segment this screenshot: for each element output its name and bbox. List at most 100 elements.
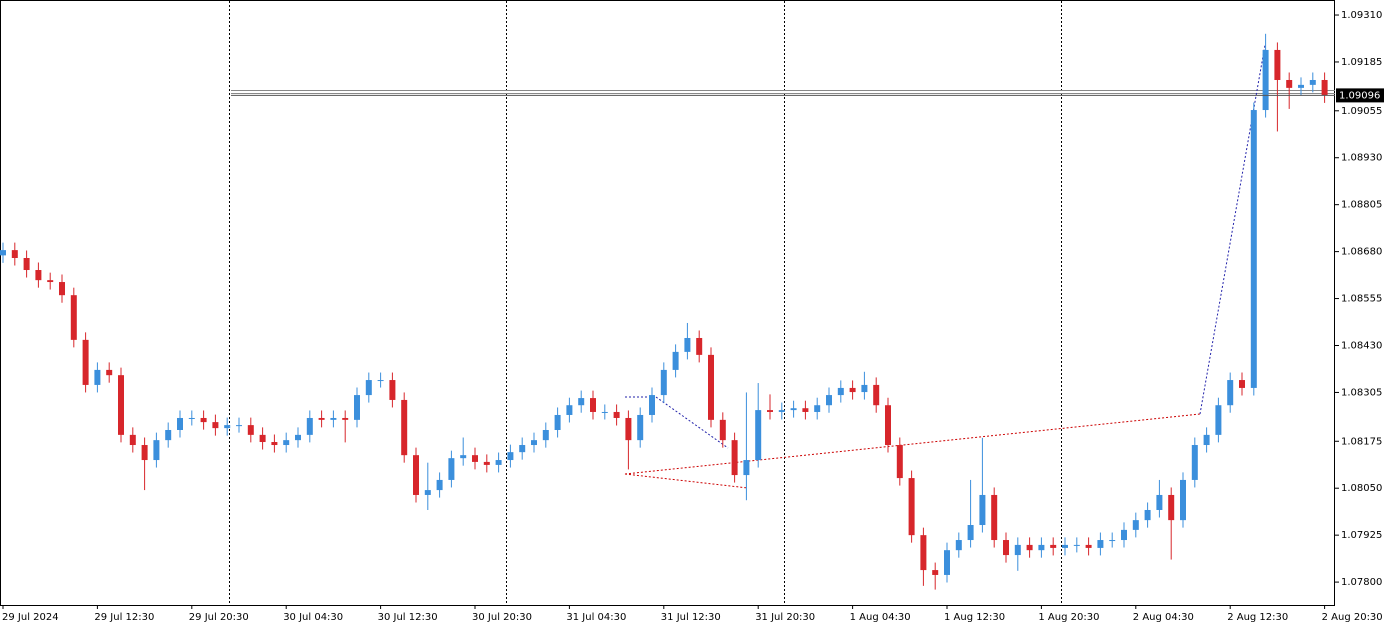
candle-body: [318, 417, 325, 420]
y-tick-label: 1.08680: [1341, 247, 1382, 258]
candle-body: [507, 452, 514, 461]
candle-body: [531, 440, 537, 446]
candle-body: [460, 455, 467, 459]
candle-body: [82, 339, 89, 385]
y-tick-label: 1.08050: [1341, 483, 1382, 494]
current-price-tag: [1336, 88, 1384, 103]
x-tick-label: 2 Aug 04:30: [1133, 612, 1194, 623]
candle-body: [519, 445, 526, 453]
candle-body: [731, 440, 738, 476]
candle-body: [1062, 544, 1068, 548]
candle-body: [660, 369, 667, 396]
y-tick-label: 1.08930: [1341, 153, 1382, 164]
trend-line: [624, 413, 1201, 475]
y-tick-label: 1.08175: [1341, 436, 1382, 447]
candle-body: [1309, 79, 1316, 85]
candle-body: [47, 280, 54, 283]
y-tick-label: 1.08430: [1341, 340, 1382, 351]
candle-body: [236, 425, 242, 427]
x-tick-label: 29 Jul 20:30: [189, 612, 249, 623]
candle-body: [23, 257, 30, 271]
candle-body: [141, 445, 148, 461]
candle-body: [755, 410, 762, 461]
candle-body: [590, 398, 596, 412]
y-tick-label: 1.08805: [1341, 200, 1382, 211]
x-tick-label: 1 Aug 04:30: [850, 612, 911, 623]
candle-body: [684, 337, 691, 352]
candle-body: [578, 398, 585, 406]
candle-body: [1215, 405, 1222, 435]
candle-body: [1250, 110, 1257, 388]
candle-body: [1180, 479, 1186, 521]
y-tick-label: 1.08305: [1341, 387, 1382, 398]
candle-body: [1132, 520, 1139, 530]
candle-body: [566, 405, 573, 415]
y-tick-label: 1.07925: [1341, 530, 1382, 541]
candle-body: [177, 417, 183, 430]
candle-body: [1227, 380, 1234, 406]
candle-body: [295, 434, 301, 441]
candle-body: [944, 550, 950, 575]
y-tick-label: 1.09310: [1341, 10, 1382, 21]
candle-body: [1274, 49, 1281, 80]
candle-body: [448, 458, 455, 480]
candle-body: [849, 387, 856, 393]
plot-frame: [0, 0, 1335, 606]
candle-body: [0, 250, 6, 256]
candle-body: [1050, 544, 1057, 548]
candle-body: [1203, 434, 1210, 446]
candle-body: [601, 411, 608, 413]
y-tick-label: 1.08555: [1341, 294, 1382, 305]
candle-body: [873, 384, 880, 406]
candle-body: [271, 442, 278, 446]
candle-body: [885, 405, 891, 446]
candle-body: [153, 440, 160, 461]
candle-body: [837, 387, 844, 396]
candle-body: [59, 282, 65, 296]
candle-body: [967, 525, 974, 541]
candle-body: [1026, 544, 1033, 551]
candle-body: [35, 270, 42, 281]
candle-body: [436, 479, 443, 491]
candle-body: [1239, 380, 1245, 388]
candle-body: [743, 460, 750, 476]
candle-body: [991, 494, 998, 541]
candle-body: [1073, 544, 1080, 546]
candle-body: [708, 354, 714, 420]
candle-body: [1003, 540, 1009, 556]
candle-body: [495, 460, 502, 465]
candle-body: [826, 395, 832, 406]
candle-body: [424, 490, 431, 495]
candle-body: [247, 425, 254, 435]
candle-body: [1121, 529, 1127, 541]
candle-body: [165, 429, 172, 441]
candle-body: [200, 417, 207, 423]
candle-body: [1085, 544, 1092, 548]
y-tick-label: 1.09185: [1341, 57, 1382, 68]
candle-body: [637, 414, 644, 441]
x-tick-label: 2 Aug 12:30: [1227, 612, 1288, 623]
candle-body: [767, 410, 773, 412]
trend-line: [624, 473, 749, 489]
candle-body: [1168, 494, 1175, 521]
x-tick-label: 31 Jul 20:30: [755, 612, 815, 623]
x-tick-label: 30 Jul 20:30: [472, 612, 532, 623]
candle-body: [70, 295, 77, 340]
candle-body: [932, 570, 939, 575]
candle-body: [365, 380, 372, 396]
candle-body: [1286, 79, 1293, 88]
x-tick-label: 1 Aug 12:30: [944, 612, 1005, 623]
candle-body: [1097, 540, 1104, 548]
y-tick-label: 1.07800: [1341, 577, 1382, 588]
candle-body: [1321, 79, 1328, 96]
candle-body: [908, 478, 915, 536]
trend-line: [655, 396, 729, 449]
candle-body: [129, 434, 136, 446]
candle-body: [259, 434, 266, 443]
candle-body: [212, 422, 219, 429]
candle-body: [283, 440, 290, 446]
candle-body: [118, 375, 124, 435]
current-price-label: 1.09096: [1339, 90, 1380, 101]
candle-body: [896, 445, 903, 479]
